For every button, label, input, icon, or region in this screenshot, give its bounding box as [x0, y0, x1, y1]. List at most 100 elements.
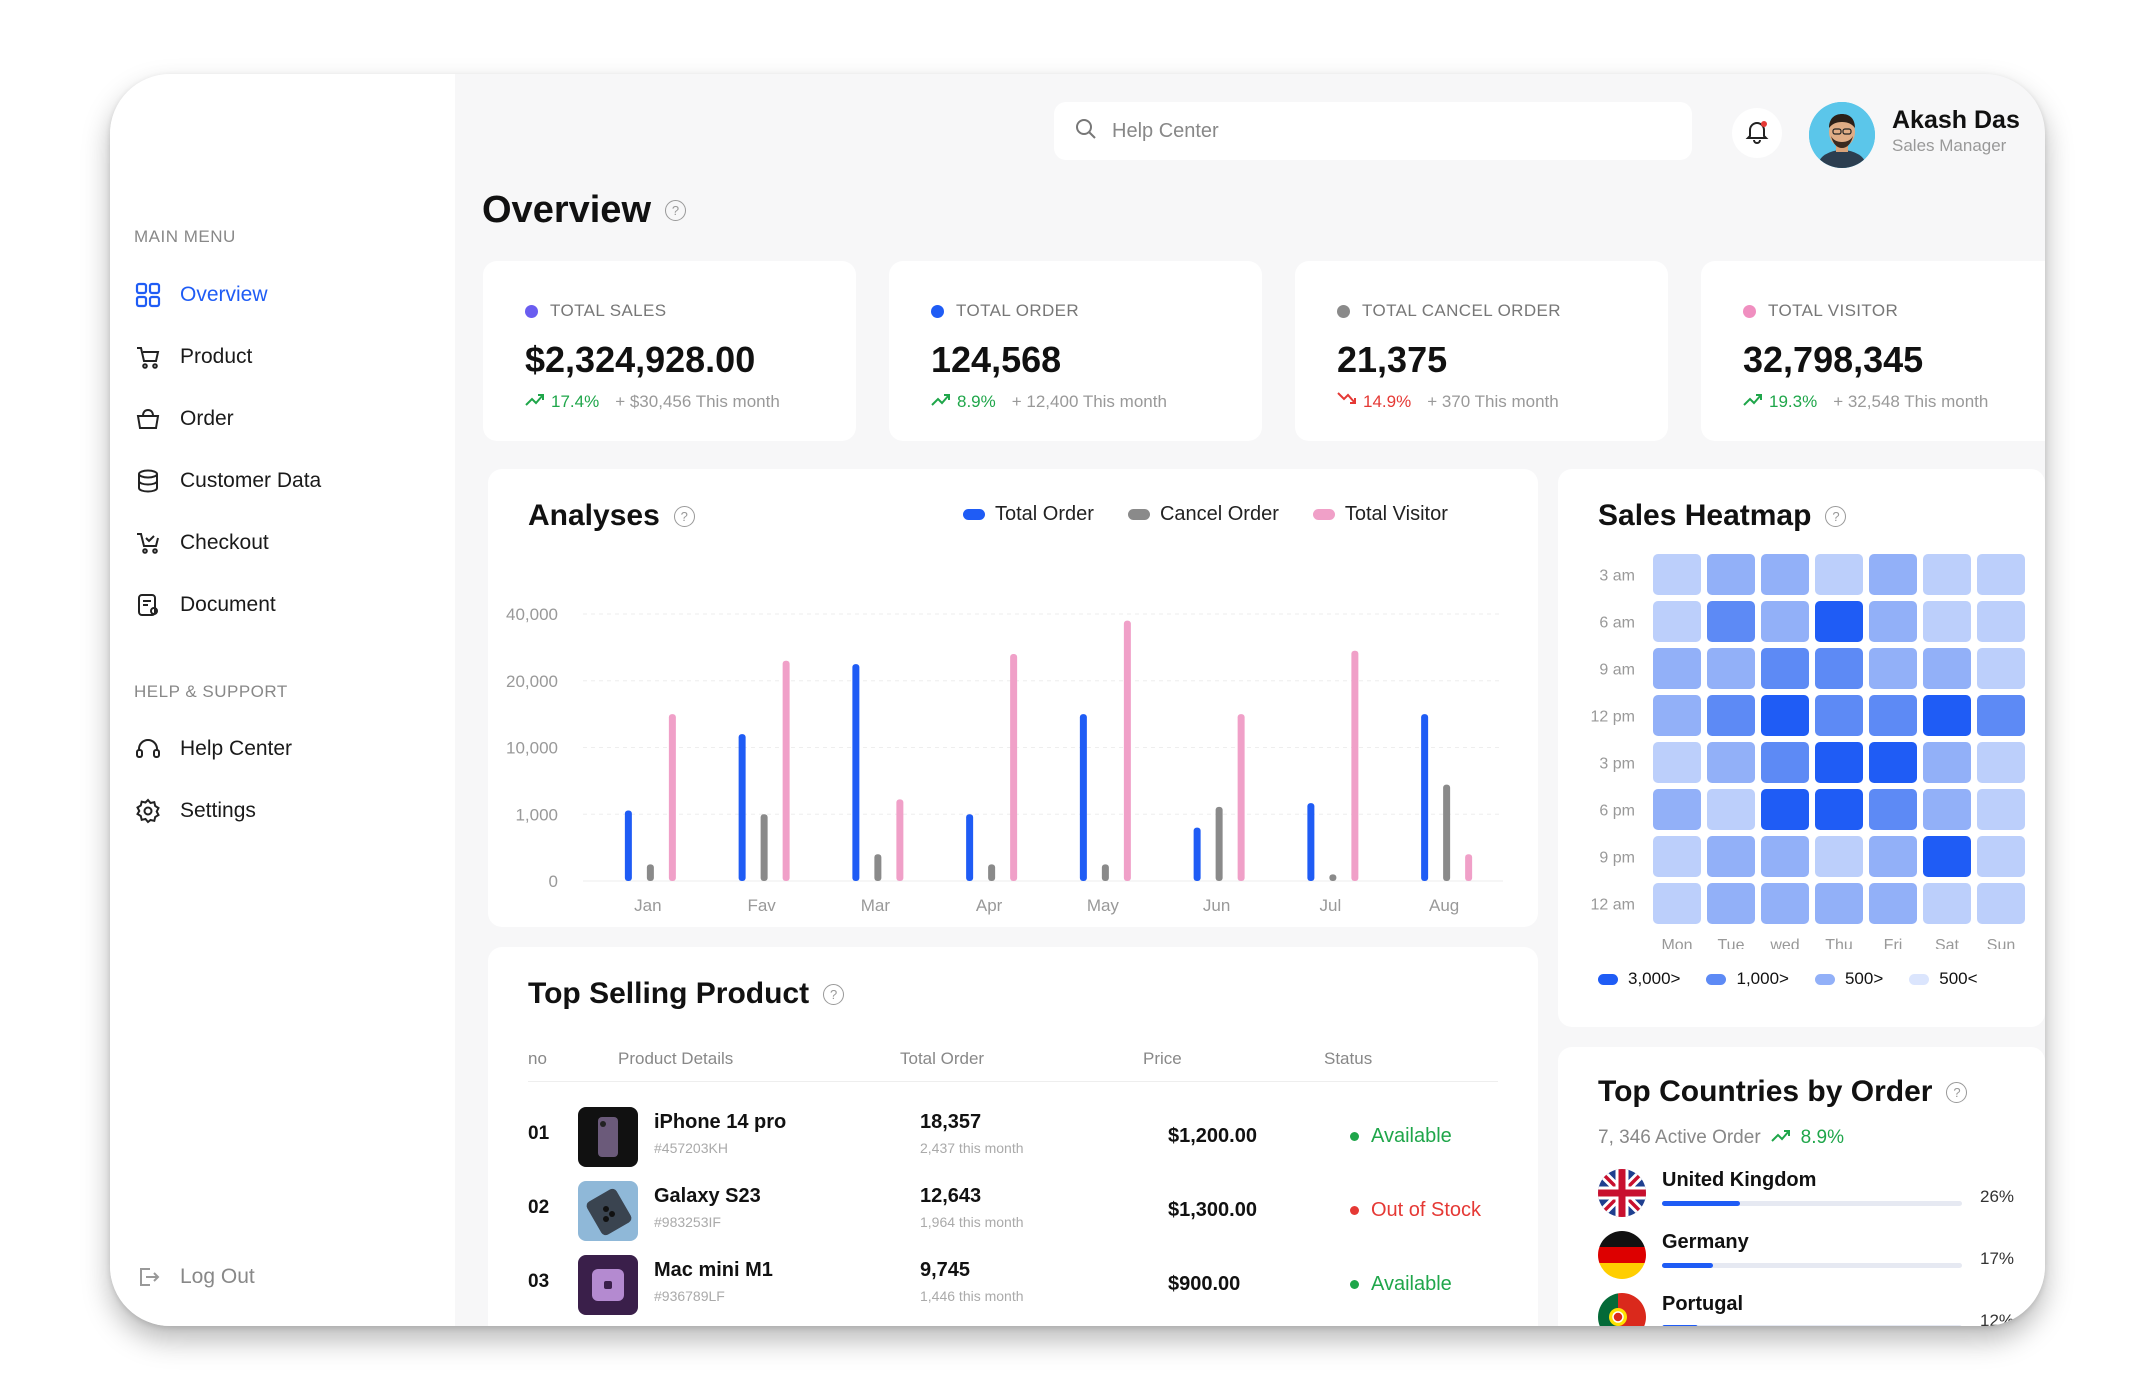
bar-cancel-order[interactable] [1443, 784, 1451, 881]
bar-total-order[interactable] [1193, 827, 1201, 881]
heatmap-cell[interactable] [1977, 742, 2025, 783]
sidebar-item-checkout[interactable]: Checkout [134, 526, 269, 560]
legend-item[interactable]: Total Visitor [1312, 503, 1448, 526]
heatmap-cell[interactable] [1761, 789, 1809, 830]
bar-total-order[interactable] [966, 814, 974, 881]
bar-cancel-order[interactable] [646, 864, 654, 881]
table-row[interactable]: 01 iPhone 14 pro #457203KH 18,357 2,437 … [488, 1107, 1538, 1167]
table-row[interactable]: 03 Mac mini M1 #936789LF 9,745 1,446 thi… [488, 1255, 1538, 1315]
legend-item[interactable]: Total Order [963, 503, 1094, 526]
heatmap-cell[interactable] [1923, 695, 1971, 736]
info-icon[interactable]: ? [823, 983, 845, 1005]
heatmap-cell[interactable] [1761, 742, 1809, 783]
bar-cancel-order[interactable] [874, 854, 882, 881]
heatmap-cell[interactable] [1923, 601, 1971, 642]
heatmap-cell[interactable] [1707, 789, 1755, 830]
bar-cancel-order[interactable] [988, 864, 996, 881]
bar-total-visitor[interactable] [668, 714, 676, 881]
heatmap-cell[interactable] [1815, 601, 1863, 642]
table-row[interactable]: 02 Galaxy S23 #983253IF 12,643 1,964 thi… [488, 1181, 1538, 1241]
heatmap-cell[interactable] [1653, 836, 1701, 877]
heatmap-cell[interactable] [1653, 789, 1701, 830]
bar-total-visitor[interactable] [1351, 650, 1359, 881]
heatmap-cell[interactable] [1923, 648, 1971, 689]
info-icon[interactable]: ? [673, 505, 695, 527]
bar-total-order[interactable] [852, 664, 860, 881]
bar-total-visitor[interactable] [1237, 714, 1245, 881]
bar-total-visitor[interactable] [782, 660, 790, 881]
heatmap-cell[interactable] [1977, 883, 2025, 924]
sidebar-item-help-center[interactable]: Help Center [134, 732, 292, 766]
heatmap-cell[interactable] [1815, 742, 1863, 783]
heatmap-cell[interactable] [1977, 695, 2025, 736]
notification-button[interactable] [1732, 108, 1782, 158]
heatmap-cell[interactable] [1977, 554, 2025, 595]
heatmap-cell[interactable] [1977, 601, 2025, 642]
heatmap-cell[interactable] [1653, 554, 1701, 595]
heatmap-cell[interactable] [1923, 789, 1971, 830]
sidebar-item-overview[interactable]: Overview [134, 278, 268, 312]
bar-cancel-order[interactable] [1101, 864, 1109, 881]
heatmap-cell[interactable] [1707, 554, 1755, 595]
heatmap-cell[interactable] [1653, 601, 1701, 642]
heatmap-cell[interactable] [1869, 836, 1917, 877]
heatmap-cell[interactable] [1707, 742, 1755, 783]
heatmap-cell[interactable] [1815, 789, 1863, 830]
heatmap-cell[interactable] [1761, 836, 1809, 877]
heatmap-cell[interactable] [1977, 648, 2025, 689]
sidebar-item-customer-data[interactable]: Customer Data [134, 464, 321, 498]
heatmap-cell[interactable] [1815, 648, 1863, 689]
heatmap-cell[interactable] [1815, 836, 1863, 877]
heatmap-cell[interactable] [1869, 742, 1917, 783]
heatmap-cell[interactable] [1653, 742, 1701, 783]
heatmap-cell[interactable] [1977, 836, 2025, 877]
logout-button[interactable]: Log Out [134, 1260, 255, 1294]
heatmap-cell[interactable] [1761, 648, 1809, 689]
heatmap-cell[interactable] [1815, 883, 1863, 924]
bar-total-order[interactable] [1307, 803, 1315, 881]
heatmap-cell[interactable] [1707, 836, 1755, 877]
info-icon[interactable]: ? [1825, 505, 1847, 527]
heatmap-cell[interactable] [1761, 554, 1809, 595]
heatmap-cell[interactable] [1761, 883, 1809, 924]
heatmap-cell[interactable] [1761, 601, 1809, 642]
country-row[interactable]: United Kingdom 26% [1598, 1169, 2018, 1219]
bar-total-order[interactable] [1421, 714, 1429, 881]
bar-total-visitor[interactable] [1123, 620, 1131, 881]
sidebar-item-document[interactable]: Document [134, 588, 276, 622]
bar-cancel-order[interactable] [1215, 806, 1223, 881]
heatmap-cell[interactable] [1869, 789, 1917, 830]
heatmap-cell[interactable] [1815, 695, 1863, 736]
bar-total-order[interactable] [1079, 714, 1087, 881]
heatmap-cell[interactable] [1653, 883, 1701, 924]
bar-cancel-order[interactable] [1329, 874, 1337, 881]
legend-item[interactable]: Cancel Order [1127, 503, 1279, 526]
heatmap-cell[interactable] [1869, 883, 1917, 924]
heatmap-cell[interactable] [1869, 648, 1917, 689]
bar-cancel-order[interactable] [760, 814, 768, 881]
search-bar[interactable] [1054, 102, 1692, 160]
heatmap-cell[interactable] [1869, 695, 1917, 736]
search-input[interactable] [1112, 119, 1652, 143]
country-row[interactable]: Germany 17% [1598, 1231, 2018, 1281]
heatmap-cell[interactable] [1977, 789, 2025, 830]
bar-total-order[interactable] [624, 810, 632, 881]
heatmap-cell[interactable] [1869, 554, 1917, 595]
info-icon[interactable]: ? [1946, 1081, 1968, 1103]
sidebar-item-product[interactable]: Product [134, 340, 252, 374]
bar-total-visitor[interactable] [1465, 854, 1473, 881]
heatmap-cell[interactable] [1707, 648, 1755, 689]
heatmap-cell[interactable] [1869, 601, 1917, 642]
sidebar-item-settings[interactable]: Settings [134, 794, 256, 828]
bar-total-visitor[interactable] [1010, 654, 1018, 881]
heatmap-cell[interactable] [1923, 554, 1971, 595]
bar-total-order[interactable] [738, 734, 746, 881]
heatmap-cell[interactable] [1707, 883, 1755, 924]
bar-total-visitor[interactable] [896, 799, 904, 881]
heatmap-cell[interactable] [1653, 695, 1701, 736]
heatmap-cell[interactable] [1923, 836, 1971, 877]
country-row[interactable]: Portugal 12% [1598, 1293, 2018, 1326]
heatmap-cell[interactable] [1815, 554, 1863, 595]
heatmap-cell[interactable] [1923, 883, 1971, 924]
heatmap-cell[interactable] [1707, 695, 1755, 736]
